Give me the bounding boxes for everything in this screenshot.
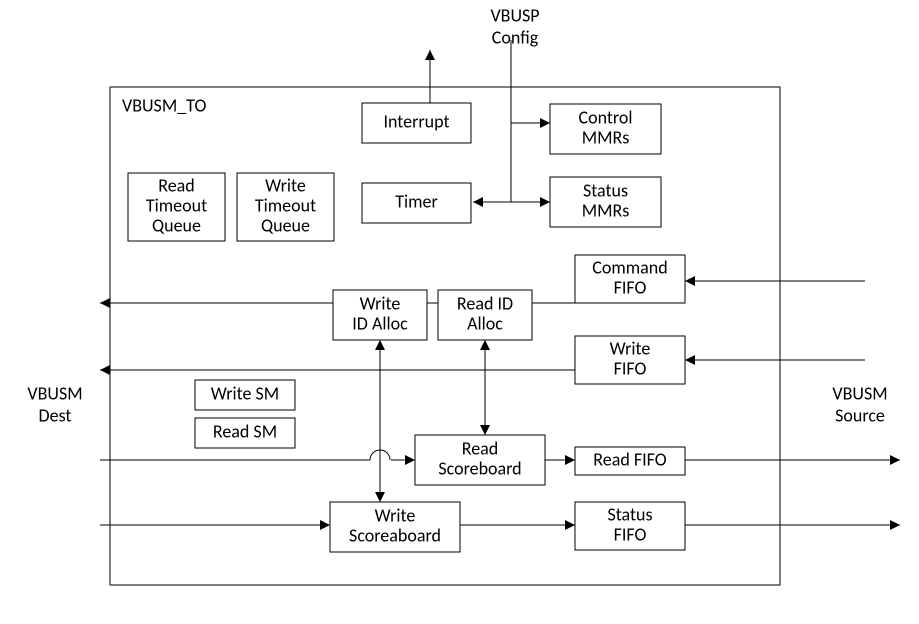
read_timeout_q-label-1: Timeout [146,194,207,216]
status_fifo-label-1: FIFO [614,523,647,545]
write_id_alloc-label-1: ID Alloc [352,312,408,334]
vbusm-dest-label-l2: Dest [39,404,72,426]
write_id_alloc-label-0: Write [360,292,401,314]
write_sm-label-0: Write SM [211,382,279,404]
container-label: VBUSM_TO [122,94,206,116]
write_timeout_q-label-0: Write [265,174,306,196]
vbusm-source-label-l2: Source [835,404,885,426]
vbusm-source-label-l1: VBUSM [832,382,887,404]
read_sm-label-0: Read SM [213,420,277,442]
read_timeout_q-label-0: Read [158,174,195,196]
write_scoreaboard-label-0: Write [375,504,416,526]
status_mmrs-label-1: MMRs [582,199,630,221]
read_scoreboard-label-1: Scoreboard [438,457,521,479]
timer-label-0: Timer [395,190,438,212]
read_timeout_q-label-2: Queue [152,214,201,236]
read_fifo-label-0: Read FIFO [593,448,666,470]
vbusp-config-label-l1: VBUSP [490,4,539,26]
control_mmrs-label-1: MMRs [582,126,630,148]
write_scoreaboard-label-1: Scoreaboard [349,524,441,546]
read_scoreboard-label-0: Read [462,437,499,459]
status_mmrs-label-0: Status [583,179,628,201]
command_fifo-label-1: FIFO [614,276,647,298]
vbusp-config-label-l2: Config [492,26,539,48]
read_id_alloc-label-1: Alloc [467,312,503,334]
write_fifo-label-1: FIFO [614,357,647,379]
write_fifo-label-0: Write [610,337,651,359]
write_timeout_q-label-1: Timeout [255,194,316,216]
write_timeout_q-label-2: Queue [261,214,310,236]
status_fifo-label-0: Status [607,503,652,525]
read_id_alloc-label-0: Read ID [457,292,513,314]
control_mmrs-label-0: Control [578,106,632,128]
interrupt-label-0: Interrupt [383,110,449,132]
command_fifo-label-0: Command [592,256,667,278]
vbusm-dest-label-l1: VBUSM [27,382,82,404]
